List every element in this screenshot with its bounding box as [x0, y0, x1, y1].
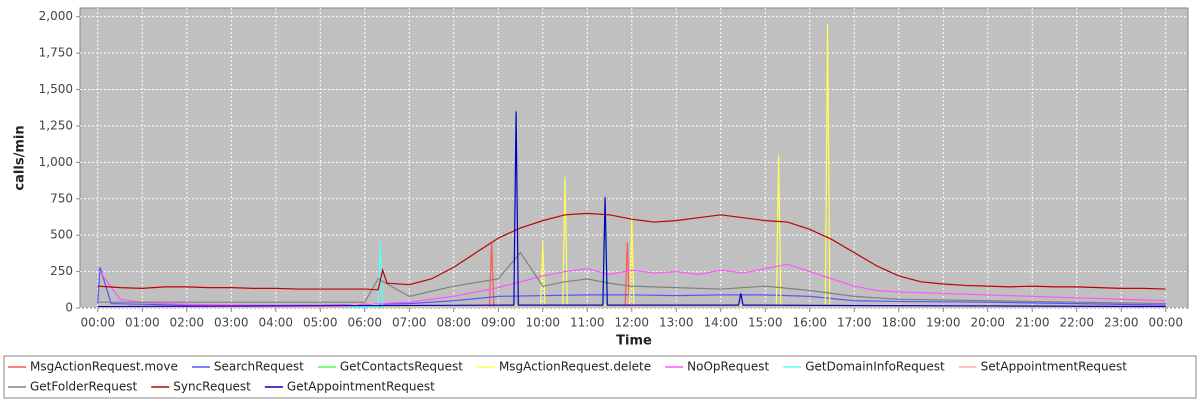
x-tick-label: 10:00 — [525, 316, 560, 330]
y-axis-title: calls/min — [13, 125, 28, 190]
y-tick-label: 1,750 — [39, 46, 73, 60]
legend-label: GetContactsRequest — [340, 360, 463, 374]
series-lines — [97, 24, 1166, 308]
series-line — [97, 251, 1166, 305]
y-tick-label: 750 — [50, 191, 73, 205]
x-axis-title: Time — [616, 334, 652, 349]
legend-label: GetAppointmentRequest — [287, 380, 435, 394]
series-line — [97, 24, 1166, 308]
legend-label: GetDomainInfoRequest — [805, 360, 945, 374]
legend-label: MsgActionRequest.delete — [499, 360, 651, 374]
series-line — [97, 263, 1166, 306]
x-tick-label: 14:00 — [703, 316, 738, 330]
x-tick-label: 18:00 — [881, 316, 916, 330]
y-tick-label: 500 — [50, 228, 73, 242]
x-tick-label: 09:00 — [481, 316, 516, 330]
x-tick-label: 08:00 — [436, 316, 471, 330]
x-tick-label: 23:00 — [1104, 316, 1139, 330]
legend-label: MsgActionRequest.move — [30, 360, 178, 374]
x-tick-label: 11:00 — [570, 316, 605, 330]
legend-box — [3, 355, 1197, 399]
y-tick-label: 1,250 — [39, 118, 73, 132]
legend-label: GetFolderRequest — [30, 380, 138, 394]
series-line — [97, 212, 1166, 291]
plot-area — [79, 7, 1189, 309]
x-tick-label: 02:00 — [169, 316, 204, 330]
x-tick-label: 06:00 — [347, 316, 382, 330]
x-tick-label: 17:00 — [837, 316, 872, 330]
x-tick-label: 04:00 — [258, 316, 293, 330]
x-tick-label: 05:00 — [303, 316, 338, 330]
legend-label: SyncRequest — [173, 380, 251, 394]
y-tick-label: 250 — [50, 264, 73, 278]
x-tick-label: 00:00 — [1148, 316, 1183, 330]
series-line — [97, 111, 1166, 308]
x-tick-label: 07:00 — [392, 316, 427, 330]
x-tick-label: 12:00 — [614, 316, 649, 330]
x-tick-label: 15:00 — [748, 316, 783, 330]
x-tick-label: 13:00 — [659, 316, 694, 330]
legend-label: SearchRequest — [214, 360, 304, 374]
x-tick-label: 03:00 — [214, 316, 249, 330]
x-tick-label: 00:00 — [81, 316, 116, 330]
legend-label: NoOpRequest — [687, 360, 769, 374]
x-tick-label: 21:00 — [1015, 316, 1050, 330]
x-tick-label: 20:00 — [970, 316, 1005, 330]
legend: MsgActionRequest.move SearchRequest GetCon… — [8, 360, 1127, 394]
y-tick-label: 1,000 — [39, 155, 73, 169]
legend-label: SetAppointmentRequest — [981, 360, 1128, 374]
y-tick-label: 0 — [65, 301, 73, 315]
x-tick-label: 19:00 — [926, 316, 961, 330]
x-tick-label: 16:00 — [792, 316, 827, 330]
y-tick-label: 2,000 — [39, 9, 73, 23]
x-tick-label: 22:00 — [1059, 316, 1094, 330]
y-tick-label: 1,500 — [39, 82, 73, 96]
x-tick-label: 01:00 — [125, 316, 160, 330]
